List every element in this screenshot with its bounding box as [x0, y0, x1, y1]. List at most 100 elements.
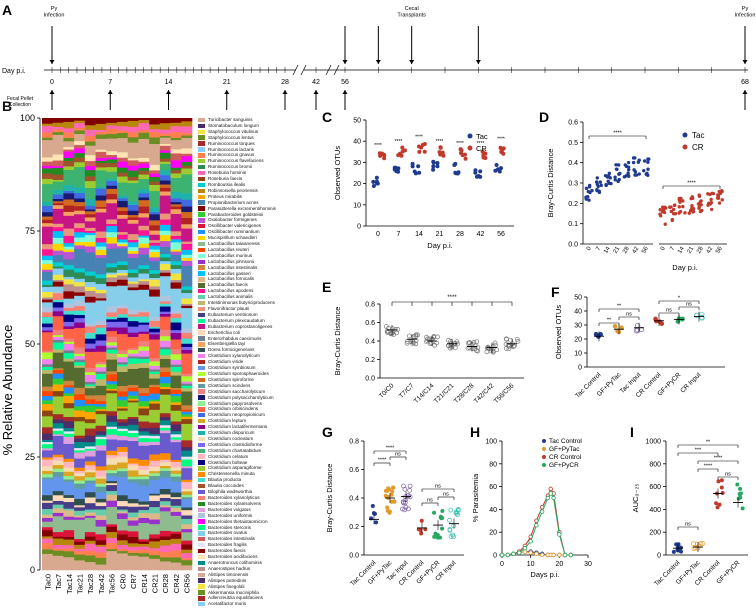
- stacked-bar-segment: [74, 405, 86, 411]
- legend-swatch: [198, 448, 205, 453]
- data-point: [475, 345, 481, 350]
- stacked-bar-segment: [181, 153, 193, 157]
- legend-item: Romboutsia ilealis: [198, 182, 308, 188]
- stacked-bar-segment: [52, 464, 64, 469]
- y-tick-label: 0.4: [349, 496, 359, 503]
- series-point: [557, 552, 562, 558]
- data-point: [696, 202, 701, 206]
- legend-swatch: [198, 413, 205, 418]
- stacked-bar-segment: [127, 336, 139, 349]
- stacked-bar-segment: [127, 506, 139, 513]
- stacked-bar-segment: [74, 458, 86, 468]
- stacked-bar-segment: [84, 252, 96, 272]
- stacked-bar-segment: [127, 356, 139, 359]
- legend-item: Clostridium symbiosum: [198, 365, 308, 371]
- stacked-bar-segment: [106, 542, 118, 550]
- stacked-bar-segment: [63, 393, 75, 397]
- y-tick-label: 20: [353, 181, 361, 188]
- stacked-bar-segment: [74, 393, 86, 401]
- stacked-bar-segment: [52, 334, 64, 337]
- legend-swatch: [198, 525, 205, 530]
- legend-swatch: [198, 324, 205, 329]
- legend-label: Lactobacillus fornicalis: [208, 276, 254, 282]
- series-point: [534, 551, 539, 557]
- stacked-bar-segment: [149, 286, 161, 290]
- legend-label: Lactobacillus johnsonii: [208, 258, 254, 264]
- legend-label: Lactobacillus apodemi: [208, 288, 254, 294]
- data-point: [419, 531, 424, 536]
- stacked-bar-segment: [84, 296, 96, 303]
- stacked-bar-segment: [95, 519, 107, 527]
- y-tick-label: 600: [649, 484, 661, 491]
- stacked-bar-segment: [106, 330, 118, 337]
- stacked-bar-segment: [138, 311, 150, 317]
- stacked-bar-segment: [117, 333, 129, 351]
- sig-label: ****: [447, 295, 457, 301]
- stacked-bar-segment: [52, 201, 64, 204]
- stacked-bar-segment: [149, 371, 161, 375]
- stacked-bar-segment: [138, 174, 150, 180]
- y-axis-label: % Parasitemia: [471, 473, 480, 522]
- data-point: [417, 170, 422, 175]
- stacked-bar-segment: [52, 555, 64, 571]
- legend-item: Parasutterella excrementihominis: [198, 206, 308, 212]
- stacked-bar-segment: [74, 505, 86, 508]
- stacked-bar-segment: [106, 434, 118, 440]
- stacked-bar-segment: [63, 246, 75, 250]
- data-point: [389, 331, 394, 337]
- stacked-bar-segment: [63, 228, 75, 236]
- x-tick-label: CR Input: [679, 371, 702, 394]
- stacked-bar-segment: [74, 560, 86, 571]
- stacked-bar-segment: [106, 393, 118, 412]
- stacked-bar-segment: [170, 317, 182, 323]
- stacked-bar-segment: [149, 207, 161, 213]
- stacked-bar-segment: [117, 549, 129, 552]
- stacked-bar-segment: [95, 478, 107, 484]
- stacked-bar-segment: [181, 416, 193, 420]
- stacked-bar-segment: [117, 435, 129, 441]
- legend-label: Eubacterium coprostanoligenes: [208, 323, 273, 329]
- stacked-bar-segment: [159, 316, 171, 330]
- legend-label: Escherichia coli: [208, 329, 240, 335]
- stacked-bar-segment: [52, 204, 64, 209]
- stacked-bar-segment: [159, 424, 171, 428]
- legend-label: Mucispirillum schaedleri: [208, 235, 257, 241]
- stacked-bar-segment: [84, 217, 96, 222]
- stacked-bar-segment: [159, 504, 171, 508]
- stacked-bar-segment: [52, 434, 64, 437]
- legend-item: Flavonifractor plautii: [198, 306, 308, 312]
- panel-label: E: [322, 279, 331, 295]
- stacked-bar-segment: [52, 504, 64, 509]
- stacked-bar-segment: [84, 187, 96, 200]
- stacked-bar-segment: [159, 488, 171, 495]
- stacked-bar-segment: [159, 246, 171, 255]
- data-point: [447, 517, 452, 523]
- legend-marker: [542, 447, 546, 451]
- y-tick-label: 0.0: [568, 242, 578, 249]
- stacked-bar-segment: [84, 411, 96, 420]
- legend-label: Bacteroides intestinalis: [208, 536, 255, 542]
- stacked-bar-segment: [95, 483, 107, 487]
- stacked-bar-segment: [117, 364, 129, 367]
- cecal-transplants-label: Cecal Transplants: [397, 6, 426, 19]
- stacked-bar-segment: [181, 488, 193, 492]
- stacked-bar-segment: [74, 438, 86, 442]
- stacked-bar-segment: [181, 126, 193, 133]
- legend-swatch: [198, 495, 205, 501]
- stacked-bar-segment: [127, 257, 139, 270]
- stacked-bar-segment: [84, 540, 96, 544]
- stacked-bar-segment: [138, 506, 150, 511]
- stacked-bar-segment: [52, 230, 64, 238]
- legend-label: Lactobacillus gasseri: [208, 270, 251, 276]
- data-point: [642, 168, 646, 173]
- legend-swatch: [198, 176, 205, 182]
- stacked-bar-segment: [149, 273, 161, 278]
- data-point: [432, 510, 437, 515]
- stacked-bar-segment: [42, 249, 54, 256]
- legend-item: Roseburia hominis: [198, 170, 308, 176]
- stacked-bar-segment: [63, 510, 75, 517]
- stacked-bar-segment: [63, 279, 75, 285]
- data-point: [598, 180, 603, 184]
- data-point: [401, 500, 406, 506]
- stacked-bar-segment: [74, 130, 86, 135]
